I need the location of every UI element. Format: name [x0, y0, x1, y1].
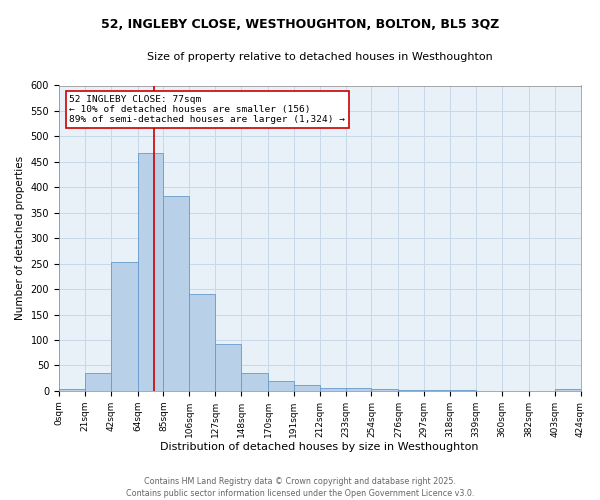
Text: 52, INGLEBY CLOSE, WESTHOUGHTON, BOLTON, BL5 3QZ: 52, INGLEBY CLOSE, WESTHOUGHTON, BOLTON,…: [101, 18, 499, 30]
Bar: [268, 380, 294, 391]
Bar: [554, 390, 581, 391]
Bar: [59, 390, 85, 391]
Bar: [190, 294, 215, 391]
Bar: [346, 388, 371, 391]
Bar: [137, 153, 163, 391]
Bar: [163, 196, 190, 391]
Bar: [241, 373, 268, 391]
Y-axis label: Number of detached properties: Number of detached properties: [15, 156, 25, 320]
Bar: [371, 390, 398, 391]
Bar: [294, 384, 320, 391]
Bar: [398, 390, 424, 391]
Bar: [450, 390, 476, 391]
Bar: [110, 262, 137, 391]
Bar: [215, 344, 241, 391]
Bar: [424, 390, 450, 391]
Text: Contains HM Land Registry data © Crown copyright and database right 2025.
Contai: Contains HM Land Registry data © Crown c…: [126, 476, 474, 498]
Text: 52 INGLEBY CLOSE: 77sqm
← 10% of detached houses are smaller (156)
89% of semi-d: 52 INGLEBY CLOSE: 77sqm ← 10% of detache…: [70, 94, 346, 124]
Title: Size of property relative to detached houses in Westhoughton: Size of property relative to detached ho…: [147, 52, 493, 62]
X-axis label: Distribution of detached houses by size in Westhoughton: Distribution of detached houses by size …: [160, 442, 479, 452]
Bar: [320, 388, 346, 391]
Bar: [85, 373, 110, 391]
